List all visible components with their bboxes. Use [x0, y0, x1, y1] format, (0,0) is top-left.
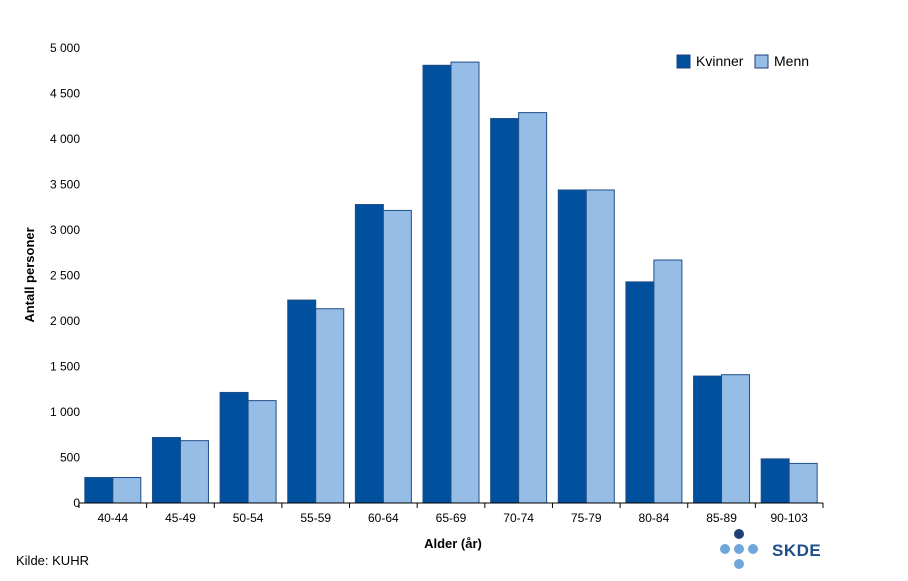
legend: Kvinner Menn [676, 53, 809, 69]
logo-dot [720, 544, 730, 554]
y-tick-label: 5 000 [50, 41, 80, 55]
logo-dot [734, 544, 744, 554]
y-tick-label: 4 000 [50, 132, 80, 146]
legend-swatch-kvinner [676, 54, 691, 69]
bars [84, 61, 818, 504]
y-tick-label: 2 500 [50, 269, 80, 283]
logo-dot [748, 544, 758, 554]
legend-label-kvinner: Kvinner [696, 53, 744, 69]
x-tick-label: 50-54 [233, 511, 264, 525]
x-tick-label: 75-79 [571, 511, 602, 525]
legend-swatch-menn [754, 54, 769, 69]
logo-dot [734, 559, 744, 569]
bar-kvinner-80-84 [625, 281, 655, 504]
bar-menn-40-44 [112, 477, 142, 504]
bar-kvinner-75-79 [557, 189, 587, 504]
bar-menn-75-79 [585, 189, 615, 504]
bar-menn-90-103 [788, 462, 818, 504]
y-tick-label: 1 500 [50, 360, 80, 374]
bar-kvinner-90-103 [760, 458, 790, 504]
x-tick-label: 45-49 [165, 511, 196, 525]
x-tick-label: 55-59 [300, 511, 331, 525]
y-tick-label: 1 000 [50, 405, 80, 419]
y-axis-ticks: 0 500 1 000 1 500 2 000 2 500 3 000 3 500 4 000 4… [50, 41, 80, 510]
skde-logo [716, 527, 836, 573]
x-axis-ticks: 40-44 45-49 50-54 55-59 60-64 65-69 70-74 75-79… [78, 503, 824, 525]
x-tick-label: 40-44 [97, 511, 128, 525]
bar-menn-85-89 [721, 374, 751, 504]
bar-kvinner-50-54 [219, 391, 249, 504]
bar-menn-80-84 [653, 259, 683, 504]
x-tick-label: 80-84 [639, 511, 670, 525]
x-tick-label: 90-103 [770, 511, 808, 525]
bar-kvinner-70-74 [490, 118, 520, 504]
bar-kvinner-85-89 [693, 375, 723, 504]
y-tick-label: 3 500 [50, 178, 80, 192]
bar-menn-70-74 [518, 112, 548, 504]
x-tick-label: 85-89 [706, 511, 737, 525]
x-tick-label: 70-74 [503, 511, 534, 525]
y-tick-label: 4 500 [50, 87, 80, 101]
bar-menn-65-69 [450, 61, 480, 504]
x-tick-label: 65-69 [436, 511, 467, 525]
bar-kvinner-60-64 [354, 204, 384, 504]
bar-menn-60-64 [382, 209, 412, 504]
logo-text: SKDE [772, 541, 822, 560]
x-tick-label: 60-64 [368, 511, 399, 525]
y-axis-title: Antall personer [22, 227, 37, 322]
y-tick-label: 0 [73, 496, 80, 510]
bar-kvinner-65-69 [422, 64, 452, 504]
legend-label-menn: Menn [774, 53, 809, 69]
bar-kvinner-40-44 [84, 477, 114, 504]
bar-menn-50-54 [247, 400, 277, 504]
bar-menn-55-59 [315, 308, 345, 504]
logo-dot [734, 529, 744, 539]
source-note: Kilde: KUHR [16, 553, 89, 568]
y-tick-label: 3 000 [50, 223, 80, 237]
y-tick-label: 2 000 [50, 314, 80, 328]
y-tick-label: 500 [60, 451, 80, 465]
x-axis-title: Alder (år) [424, 536, 482, 551]
bar-menn-45-49 [179, 440, 209, 504]
bar-kvinner-45-49 [151, 436, 181, 504]
bar-kvinner-55-59 [287, 299, 317, 504]
